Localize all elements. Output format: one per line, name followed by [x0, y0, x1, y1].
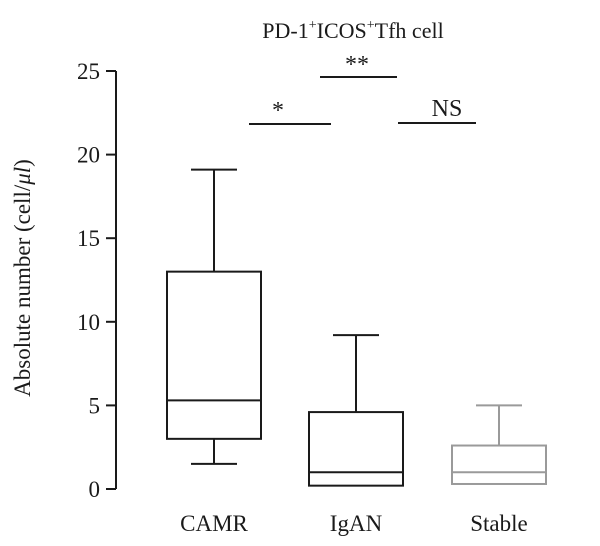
y-tick-label: 25 [77, 59, 100, 84]
y-axis-label-group: Absolute number (cell/μl) [10, 159, 35, 397]
chart-title-part: + [367, 18, 375, 33]
significance-bar: NS [398, 96, 476, 124]
significance-label: ** [345, 52, 369, 78]
box-stable [451, 404, 547, 485]
y-axis-label-part: Absolute number (cell/ [10, 184, 35, 397]
significance-bar: ** [320, 52, 397, 78]
significance-bar: * [249, 98, 331, 125]
y-tick-label: 10 [77, 310, 100, 335]
y-ticks: 0 5 10 15 20 25 [77, 59, 116, 502]
chart-title-part: PD-1 [262, 18, 308, 43]
y-tick-label: 15 [77, 226, 100, 251]
box-igan [308, 334, 404, 487]
chart-title: PD-1+ICOS+Tfh cell [262, 18, 443, 43]
significance-annotations: ***NS [249, 52, 476, 125]
chart-title-part: ICOS [317, 18, 367, 43]
y-axis-label-part: μl [10, 167, 35, 186]
box-iqr [308, 411, 404, 487]
chart-title-part: Tfh cell [375, 18, 444, 43]
significance-label: * [272, 98, 284, 124]
chart-title-part: + [309, 18, 317, 33]
y-tick-label: 0 [89, 477, 101, 502]
boxes [166, 168, 547, 487]
x-category-label: IgAN [330, 511, 383, 536]
box-iqr [451, 444, 547, 485]
y-tick-label: 5 [89, 393, 101, 418]
chart-title-group: PD-1+ICOS+Tfh cell [262, 18, 443, 43]
x-category-label: Stable [470, 511, 528, 536]
y-axis-label-part: ) [10, 159, 35, 167]
y-axis-label: Absolute number (cell/μl) [10, 159, 35, 397]
significance-label: NS [432, 96, 463, 122]
x-category-label: CAMR [180, 511, 248, 536]
y-tick-label: 20 [77, 143, 100, 168]
box-camr [166, 168, 262, 465]
category-labels: CAMR IgAN Stable [180, 511, 528, 536]
box-iqr [166, 270, 262, 440]
